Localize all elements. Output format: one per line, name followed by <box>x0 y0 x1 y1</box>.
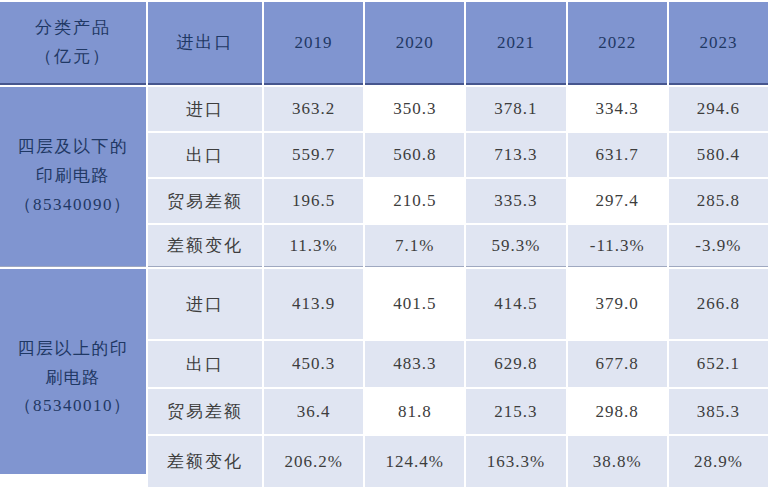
value-cell-highlight: 401.5 <box>365 269 464 339</box>
row-label-cell: 贸易差额 <box>148 179 262 223</box>
value-cell: 294.6 <box>669 87 768 131</box>
value-cell-highlight: 297.4 <box>568 179 667 223</box>
value-cell: 414.5 <box>466 269 565 339</box>
row-label-cell: 出口 <box>148 341 262 387</box>
group1-label-line2: 印刷电路 <box>36 162 110 191</box>
header-trade-cell: 进出口 <box>148 2 262 85</box>
value-cell: 677.8 <box>568 341 667 387</box>
value-cell: 7.1% <box>365 225 464 267</box>
value-cell: -11.3% <box>568 225 667 267</box>
header-year-cell: 2021 <box>466 2 565 85</box>
value-cell-highlight: 350.3 <box>365 87 464 131</box>
value-cell: 335.3 <box>466 179 565 223</box>
value-cell: 163.3% <box>466 436 565 487</box>
value-cell: 483.3 <box>365 341 464 387</box>
value-cell: 629.8 <box>466 341 565 387</box>
value-cell: 560.8 <box>365 133 464 177</box>
value-cell: 124.4% <box>365 436 464 487</box>
value-cell: 450.3 <box>264 341 363 387</box>
value-cell: 215.3 <box>466 389 565 434</box>
group2-label-line2: 刷电路 <box>45 364 101 393</box>
group2-label-cell: 四层以上的印 刷电路 （85340010） <box>0 269 146 487</box>
header-product-line2: （亿元） <box>35 43 111 71</box>
value-cell: 11.3% <box>264 225 363 267</box>
value-cell: -3.9% <box>669 225 768 267</box>
value-cell: 363.2 <box>264 87 363 131</box>
row-label-cell: 差额变化 <box>148 225 262 267</box>
value-cell-highlight: 210.5 <box>365 179 464 223</box>
header-product-line1: 分类产品 <box>35 14 111 42</box>
value-cell: 206.2% <box>264 436 363 487</box>
value-cell: 652.1 <box>669 341 768 387</box>
value-cell: 378.1 <box>466 87 565 131</box>
value-cell: 385.3 <box>669 389 768 434</box>
value-cell: 28.9% <box>669 436 768 487</box>
value-cell: 266.8 <box>669 269 768 339</box>
header-year-cell: 2020 <box>365 2 464 85</box>
value-cell-highlight: 334.3 <box>568 87 667 131</box>
value-cell-highlight: 81.8 <box>365 389 464 434</box>
header-product-cell: 分类产品 （亿元） <box>0 2 146 85</box>
header-year-cell: 2019 <box>264 2 363 85</box>
row-label-cell: 出口 <box>148 133 262 177</box>
value-cell: 713.3 <box>466 133 565 177</box>
value-cell: 580.4 <box>669 133 768 177</box>
row-label-cell: 进口 <box>148 87 262 131</box>
group1-label-line3: （85340090） <box>15 191 132 220</box>
group2-label-line1: 四层以上的印 <box>18 335 129 364</box>
row-label-cell: 进口 <box>148 269 262 339</box>
value-cell: 631.7 <box>568 133 667 177</box>
group1-label-cell: 四层及以下的 印刷电路 （85340090） <box>0 87 146 267</box>
value-cell: 59.3% <box>466 225 565 267</box>
value-cell: 38.8% <box>568 436 667 487</box>
header-year-cell: 2023 <box>669 2 768 85</box>
value-cell: 196.5 <box>264 179 363 223</box>
group2-label-line3: （85340010） <box>15 392 132 421</box>
row-label-cell: 贸易差额 <box>148 389 262 434</box>
group1-label-line1: 四层及以下的 <box>18 133 129 162</box>
trade-table: 分类产品 （亿元） 进出口 2019 2020 2021 2022 2023 四… <box>0 0 768 487</box>
value-cell: 559.7 <box>264 133 363 177</box>
value-cell: 285.8 <box>669 179 768 223</box>
value-cell-highlight: 379.0 <box>568 269 667 339</box>
value-cell: 36.4 <box>264 389 363 434</box>
header-year-cell: 2022 <box>568 2 667 85</box>
value-cell: 413.9 <box>264 269 363 339</box>
row-label-cell: 差额变化 <box>148 436 262 487</box>
value-cell-highlight: 298.8 <box>568 389 667 434</box>
